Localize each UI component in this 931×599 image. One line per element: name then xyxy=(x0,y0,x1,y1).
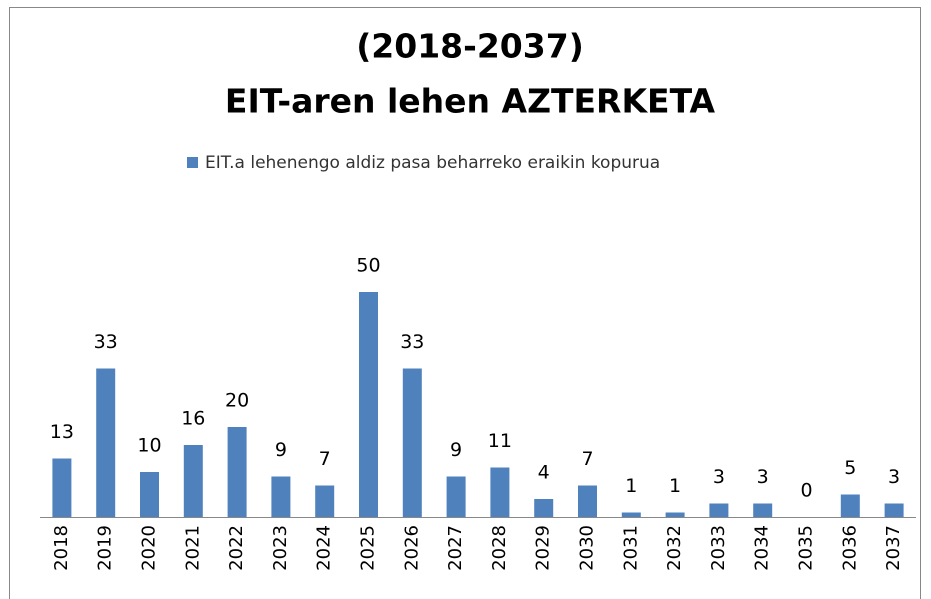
bar xyxy=(490,467,510,517)
bar xyxy=(52,458,72,517)
x-tick-label: 2032 xyxy=(664,525,685,571)
x-tick-label: 2025 xyxy=(358,525,379,571)
data-label: 3 xyxy=(757,466,769,488)
data-label: 3 xyxy=(888,466,900,488)
data-label: 16 xyxy=(181,408,205,430)
bar xyxy=(315,485,335,517)
data-label: 11 xyxy=(488,430,512,452)
data-label: 13 xyxy=(50,421,74,443)
x-tick-label: 2022 xyxy=(226,525,247,571)
bar xyxy=(271,476,291,517)
data-label: 7 xyxy=(319,448,331,470)
data-label: 20 xyxy=(225,390,249,412)
x-tick-label: 2026 xyxy=(401,525,422,571)
bar xyxy=(402,368,422,517)
x-tick-label: 2028 xyxy=(489,525,510,571)
bar xyxy=(709,503,729,517)
x-tick-label: 2031 xyxy=(620,525,641,571)
bar xyxy=(578,485,597,517)
x-tick-label: 2018 xyxy=(51,525,72,571)
data-label: 3 xyxy=(713,466,725,488)
data-label: 9 xyxy=(450,439,462,461)
x-tick-label: 2020 xyxy=(139,525,160,571)
chart-title: EIT-aren lehen AZTERKETA xyxy=(225,82,716,121)
x-tick-label: 2035 xyxy=(796,525,817,571)
chart-title: (2018-2037) xyxy=(356,27,584,66)
x-tick-label: 2037 xyxy=(883,525,904,571)
bar xyxy=(884,503,904,517)
bar xyxy=(446,476,466,517)
data-label: 1 xyxy=(625,475,637,497)
legend-label: EIT.a lehenengo aldiz pasa beharreko era… xyxy=(205,153,660,173)
data-label: 10 xyxy=(137,435,161,457)
bar xyxy=(753,503,773,517)
x-tick-label: 2036 xyxy=(839,525,860,571)
x-tick-label: 2024 xyxy=(314,525,335,571)
data-label: 33 xyxy=(400,331,424,353)
x-tick-label: 2034 xyxy=(752,525,773,571)
x-tick-label: 2019 xyxy=(95,525,116,571)
x-tick-label: 2033 xyxy=(708,525,729,571)
x-tick-label: 2030 xyxy=(577,525,598,571)
data-label: 33 xyxy=(94,331,118,353)
x-tick-label: 2029 xyxy=(533,525,554,571)
data-label: 7 xyxy=(581,448,593,470)
bar xyxy=(359,292,378,517)
data-label: 50 xyxy=(356,255,380,277)
data-label: 1 xyxy=(669,475,681,497)
bar xyxy=(227,427,247,517)
bar xyxy=(140,472,159,517)
data-label: 5 xyxy=(844,457,856,479)
bar xyxy=(534,499,554,517)
x-tick-label: 2021 xyxy=(182,525,203,571)
bar xyxy=(840,494,860,517)
data-label: 9 xyxy=(275,439,287,461)
x-tick-label: 2027 xyxy=(445,525,466,571)
bar xyxy=(96,368,116,517)
bar xyxy=(665,512,685,517)
legend-swatch xyxy=(187,157,198,168)
bar xyxy=(621,512,641,517)
data-label: 0 xyxy=(800,480,812,502)
x-tick-label: 2023 xyxy=(270,525,291,571)
data-label: 4 xyxy=(538,462,550,484)
bar xyxy=(183,445,203,517)
